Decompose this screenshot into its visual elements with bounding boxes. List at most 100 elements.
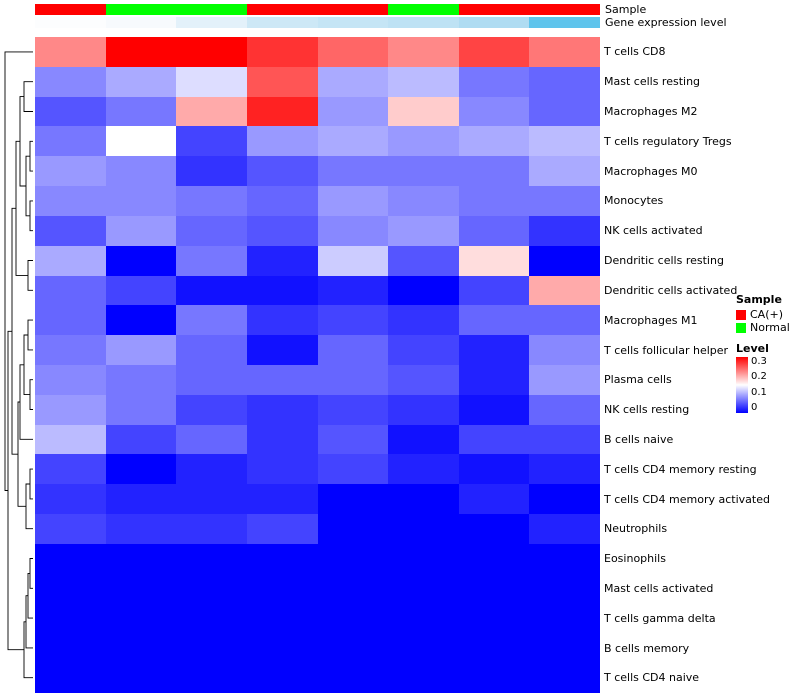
heatmap-cell	[105, 335, 177, 365]
heatmap-cell	[35, 156, 106, 187]
heatmap-cell	[529, 96, 600, 127]
gene-annotation-segment	[317, 17, 389, 28]
heatmap-cell	[388, 603, 459, 634]
heatmap-cell	[35, 543, 106, 574]
gene-expression-annotation-label: Gene expression level	[605, 16, 727, 29]
heatmap-cell	[176, 365, 247, 395]
heatmap-cell	[176, 394, 247, 425]
row-label: T cells CD8	[604, 45, 666, 59]
heatmap-cell	[105, 37, 177, 67]
heatmap-cell	[35, 633, 106, 664]
heatmap-cell	[458, 543, 530, 574]
row-label: Neutrophils	[604, 522, 668, 536]
heatmap-cell	[246, 156, 318, 187]
heatmap-cell	[35, 603, 106, 634]
heatmap-cell	[529, 275, 600, 306]
heatmap-cell	[246, 573, 318, 604]
heatmap-cell	[529, 66, 600, 97]
heatmap-cell	[388, 37, 459, 67]
heatmap-cell	[458, 126, 530, 157]
heatmap-cell	[176, 156, 247, 187]
row-label: Macrophages M1	[604, 313, 698, 327]
sample-annotation-segment	[105, 4, 177, 15]
heatmap-cell	[529, 663, 600, 693]
heatmap-cell	[246, 275, 318, 306]
row-dendrogram-icon	[4, 51, 33, 679]
heatmap-cell	[317, 573, 389, 604]
heatmap-cell	[529, 514, 600, 544]
heatmap-cell	[317, 424, 389, 455]
heatmap-cell	[105, 543, 177, 574]
heatmap-cell	[246, 424, 318, 455]
heatmap-cell	[176, 514, 247, 544]
heatmap-cell	[388, 543, 459, 574]
heatmap-cell	[105, 365, 177, 395]
heatmap-cell	[529, 633, 600, 664]
heatmap-cell	[246, 394, 318, 425]
heatmap-cell	[35, 215, 106, 246]
legend-swatch-icon	[736, 322, 746, 333]
legend-sample-title: Sample	[736, 293, 782, 306]
heatmap-cell	[176, 633, 247, 664]
row-label: T cells CD4 naive	[604, 671, 700, 685]
heatmap-cell	[529, 37, 600, 67]
heatmap-cell	[458, 245, 530, 276]
heatmap-cell	[246, 215, 318, 246]
heatmap-cell	[246, 633, 318, 664]
heatmap-cell	[35, 245, 106, 276]
heatmap-cell	[388, 663, 459, 693]
heatmap-cell	[388, 633, 459, 664]
heatmap-cell	[458, 186, 530, 216]
heatmap-cell	[105, 573, 177, 604]
heatmap-cell	[388, 126, 459, 157]
row-label: Monocytes	[604, 194, 664, 208]
heatmap-cell	[246, 365, 318, 395]
heatmap-cell	[317, 365, 389, 395]
heatmap-cell	[176, 126, 247, 157]
row-label: NK cells resting	[604, 403, 690, 417]
row-label: T cells CD4 memory resting	[604, 462, 757, 476]
heatmap-cell	[529, 335, 600, 365]
heatmap-cell	[246, 543, 318, 574]
heatmap-cell	[458, 484, 530, 515]
heatmap-cell	[317, 126, 389, 157]
heatmap-cell	[458, 603, 530, 634]
heatmap-cell	[388, 365, 459, 395]
heatmap-cell	[388, 66, 459, 97]
row-label: Mast cells resting	[604, 75, 701, 89]
row-label: Mast cells activated	[604, 582, 714, 596]
heatmap-cell	[388, 275, 459, 306]
heatmap-cell	[317, 215, 389, 246]
sample-annotation-segment	[458, 4, 530, 15]
heatmap-cell	[458, 394, 530, 425]
heatmap-cell	[388, 424, 459, 455]
heatmap-cell	[388, 454, 459, 485]
heatmap-cell	[388, 305, 459, 336]
heatmap-cell	[458, 663, 530, 693]
heatmap-cell	[246, 245, 318, 276]
heatmap-cell	[388, 156, 459, 187]
heatmap-cell	[529, 394, 600, 425]
sample-annotation-bar	[35, 4, 600, 15]
row-labels: T cells CD8 Mast cells resting Macrophages…	[604, 37, 784, 693]
heatmap-cell	[529, 424, 600, 455]
heatmap-cell	[105, 156, 177, 187]
heatmap-cell	[317, 543, 389, 574]
heatmap-cell	[529, 573, 600, 604]
gene-annotation-segment	[529, 17, 600, 28]
heatmap-cell	[35, 394, 106, 425]
legend-item-label: Normal	[750, 321, 790, 334]
heatmap-cell	[35, 484, 106, 515]
heatmap-cell	[105, 186, 177, 216]
heatmap-cell	[458, 275, 530, 306]
heatmap-cell	[35, 573, 106, 604]
heatmap-cell	[35, 514, 106, 544]
heatmap-cell	[176, 305, 247, 336]
sample-annotation-segment	[388, 4, 459, 15]
heatmap-cell	[176, 573, 247, 604]
heatmap-cell	[388, 573, 459, 604]
heatmap-cell	[317, 305, 389, 336]
heatmap-cell	[246, 603, 318, 634]
heatmap-cell	[105, 66, 177, 97]
